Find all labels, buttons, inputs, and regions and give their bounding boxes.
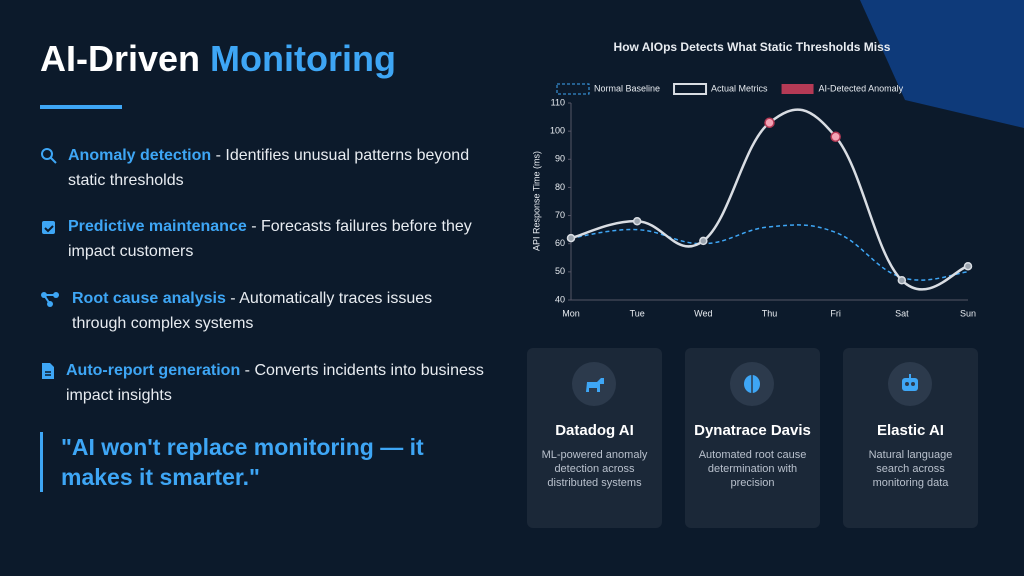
y-tick-label: 50 — [555, 266, 565, 276]
card-text: Natural language search across monitorin… — [868, 449, 953, 489]
y-axis-label: API Response Time (ms) — [531, 151, 541, 251]
anomaly-point — [830, 131, 841, 143]
card-icon — [730, 362, 774, 406]
card-icon — [888, 362, 932, 406]
bullet-text: Anomaly detection - Identifies unusual p… — [68, 143, 490, 193]
y-tick-label: 40 — [555, 294, 565, 304]
chart-title: How AIOps Detects What Static Thresholds… — [614, 40, 891, 54]
y-tick-label: 100 — [550, 126, 565, 136]
legend-label: Actual Metrics — [711, 83, 768, 93]
bullet-text: Predictive maintenance - Forecasts failu… — [68, 214, 490, 264]
bullet-label: Anomaly detection — [68, 147, 212, 164]
legend-swatch — [673, 83, 708, 95]
data-point — [632, 216, 642, 226]
y-tick-label: 90 — [555, 154, 565, 164]
bullet: Anomaly detection - Identifies unusual p… — [40, 143, 490, 193]
bullet-label: Predictive maintenance — [68, 218, 247, 235]
x-tick-label: Mon — [562, 308, 580, 318]
bullet-text: Root cause analysis - Automatically trac… — [72, 286, 490, 336]
legend-swatch — [556, 83, 590, 95]
data-point — [963, 261, 973, 271]
bullet: Predictive maintenance - Forecasts failu… — [40, 214, 490, 264]
title: AI-Driven Monitoring — [40, 38, 396, 80]
data-point — [897, 276, 907, 285]
card: Dynatrace Davis Automated root cause dete… — [685, 348, 820, 528]
chart: How AIOps Detects What Static Thresholds… — [531, 40, 976, 318]
x-tick-label: Sat — [895, 308, 909, 318]
x-tick-label: Fri — [830, 308, 841, 318]
card-icon — [572, 362, 616, 406]
bullet: Auto-report generation - Converts incide… — [40, 358, 490, 408]
series-line — [570, 108, 969, 291]
icon — [42, 363, 54, 379]
card: Datadog AI ML-powered anomaly detection a… — [527, 348, 662, 528]
bullet-text: Auto-report generation - Converts incide… — [66, 358, 490, 408]
icon — [41, 148, 57, 164]
icon — [41, 292, 59, 307]
anomaly-point — [764, 117, 775, 128]
x-tick-label: Sun — [960, 308, 976, 318]
card-title: Datadog AI — [555, 422, 634, 439]
bullet-label: Auto-report generation — [66, 362, 241, 379]
title-underline — [40, 105, 122, 109]
title-plain: AI-Driven — [40, 38, 201, 79]
series-line — [570, 224, 969, 281]
title-accent: Monitoring — [210, 38, 396, 79]
y-tick-label: 80 — [555, 182, 565, 192]
y-tick-label: 60 — [555, 238, 565, 248]
bullet-desc: - Automatically traces issues through co… — [72, 290, 433, 332]
card-title: Elastic AI — [877, 422, 944, 439]
y-tick-label: 110 — [551, 97, 565, 107]
card-title: Dynatrace Davis — [694, 422, 811, 439]
x-tick-label: Thu — [762, 308, 778, 318]
legend-label: Normal Baseline — [594, 83, 660, 93]
legend-label: AI-Detected Anomaly — [819, 83, 904, 93]
x-tick-label: Wed — [694, 308, 712, 318]
y-tick-label: 70 — [555, 210, 565, 220]
icon — [42, 221, 55, 234]
quote: "AI won't replace monitoring — it makes … — [40, 432, 481, 492]
x-tick-label: Tue — [630, 308, 645, 318]
data-point — [566, 233, 576, 243]
card: Elastic AI Natural language search across… — [843, 348, 978, 528]
data-point — [699, 236, 708, 246]
bullet-label: Root cause analysis — [72, 290, 226, 307]
bullet: Root cause analysis - Automatically trac… — [40, 286, 490, 336]
bullet-desc: - Forecasts failures before they impact … — [68, 218, 472, 260]
card-text: Automated root cause determination with … — [698, 449, 807, 489]
bullet-desc: - Converts incidents into business impac… — [66, 362, 484, 404]
legend-swatch — [781, 84, 814, 94]
card-text: ML-powered anomaly detection across dist… — [541, 449, 648, 489]
bullet-desc: - Identifies unusual patterns beyond sta… — [68, 147, 470, 189]
